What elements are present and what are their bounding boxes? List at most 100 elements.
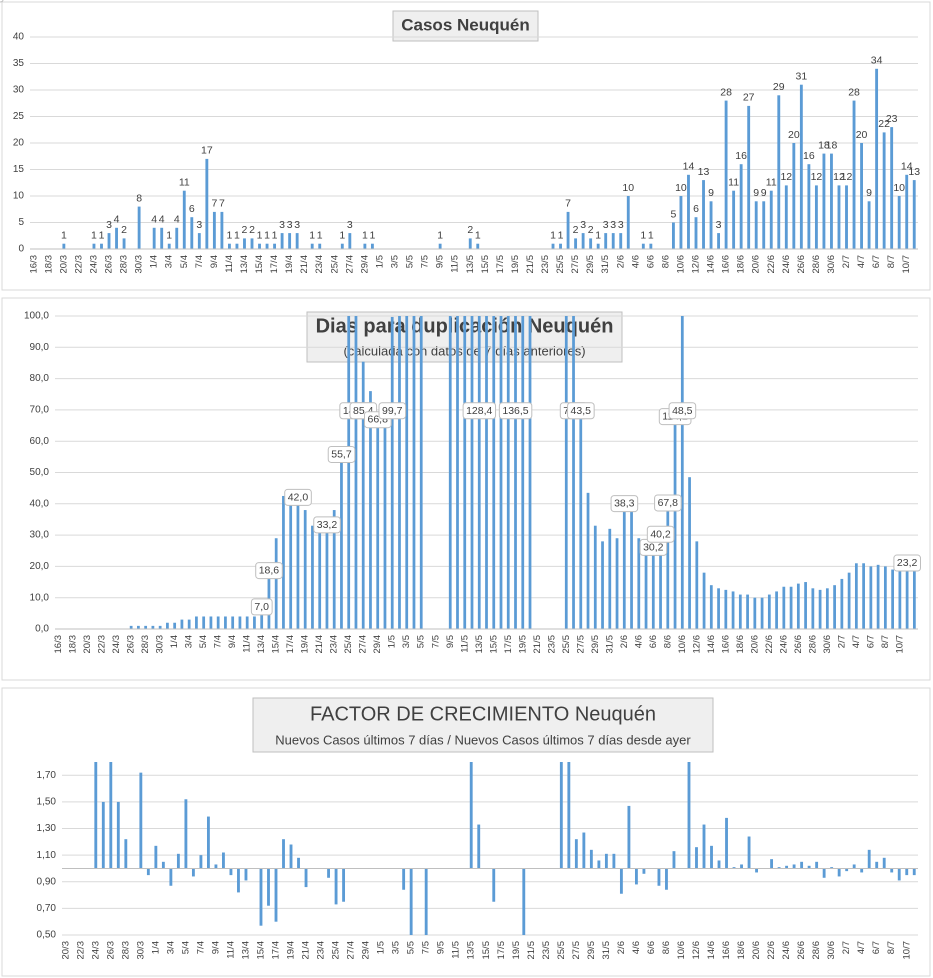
x-tick-label: 27/4 (344, 255, 355, 274)
bar (596, 243, 600, 249)
bar (622, 503, 626, 629)
bar (559, 762, 563, 869)
bar (589, 238, 593, 249)
bar (637, 538, 641, 629)
bar (604, 853, 608, 869)
y-tick-label: 100,0 (24, 311, 49, 322)
bar (852, 864, 856, 869)
bar (274, 868, 278, 922)
y-tick-label: 50,0 (30, 467, 50, 478)
data-label: 6 (189, 203, 195, 215)
bar (875, 68, 879, 249)
x-tick-label: 22/6 (766, 941, 777, 960)
data-label: 9 (866, 187, 872, 199)
data-label: 33,2 (317, 519, 338, 531)
x-tick-label: 29/5 (586, 941, 597, 960)
x-tick-label: 30/6 (822, 635, 833, 654)
bar (688, 477, 691, 629)
data-label: 28 (848, 86, 860, 98)
bar (318, 528, 322, 629)
bar (376, 419, 380, 629)
bar (593, 525, 597, 629)
bar (158, 625, 162, 629)
bar (867, 201, 871, 249)
data-label: 67,8 (658, 497, 679, 509)
x-tick-label: 29/4 (361, 941, 372, 960)
y-tick-label: 1,50 (37, 797, 57, 808)
bar (559, 243, 562, 249)
x-tick-label: 9/4 (209, 255, 220, 268)
bar (762, 201, 766, 249)
bar (224, 616, 227, 629)
x-tick-label: 20/6 (751, 255, 762, 274)
bar (615, 538, 619, 629)
x-tick-label: 24/3 (88, 255, 99, 274)
x-tick-label: 7/5 (430, 635, 441, 648)
x-tick-label: 15/5 (480, 255, 491, 274)
bar (695, 541, 699, 629)
bar (747, 836, 751, 869)
x-tick-label: 12/6 (691, 941, 702, 960)
x-tick-label: 24/6 (781, 255, 792, 274)
data-label-box (646, 525, 675, 543)
x-tick-label: 10/7 (901, 941, 912, 960)
x-tick-label: 26/3 (104, 255, 115, 274)
x-tick-label: 30/3 (135, 941, 146, 960)
x-tick-label: 17/5 (496, 941, 507, 960)
bar (295, 233, 299, 249)
bar (129, 625, 133, 629)
bar (160, 227, 164, 249)
bar (325, 525, 329, 629)
bar (732, 867, 736, 869)
bar (775, 591, 778, 629)
data-label: 99,7 (382, 405, 403, 417)
bar (702, 824, 706, 869)
x-tick-label: 23/4 (316, 941, 327, 960)
x-tick-label: 31/5 (600, 255, 611, 274)
bar (567, 762, 571, 869)
bar (154, 845, 158, 869)
bar (792, 864, 796, 869)
bar (619, 868, 623, 894)
x-tick-label: 21/4 (314, 635, 325, 654)
data-label: 11 (179, 176, 190, 188)
data-label: 8 (136, 192, 142, 204)
data-label: 30,2 (643, 541, 664, 553)
bar (702, 572, 706, 629)
bar (390, 316, 394, 629)
bar (398, 316, 401, 629)
data-label: 16 (735, 150, 747, 162)
bar (506, 316, 510, 629)
x-tick-label: 10/7 (894, 635, 905, 654)
panel (1, 687, 931, 977)
bar (342, 868, 346, 902)
data-label: 1 (166, 229, 172, 241)
x-tick-label: 13/5 (465, 255, 476, 274)
bar (243, 238, 246, 249)
bar (280, 233, 284, 249)
y-tick-label: 30 (13, 85, 25, 96)
data-label: 1 (475, 229, 481, 241)
bar (334, 868, 338, 905)
bar (514, 316, 517, 629)
bar (267, 868, 270, 906)
bar (611, 233, 615, 249)
x-tick-label: 14/6 (706, 635, 717, 654)
x-tick-label: 16/3 (28, 255, 39, 274)
x-tick-label: 7/4 (195, 941, 206, 954)
bar (738, 594, 742, 629)
bar (796, 583, 800, 629)
y-tick-label: 0,90 (37, 876, 57, 887)
bar (265, 243, 269, 249)
data-label: 1 (309, 229, 315, 241)
bar (245, 616, 249, 629)
data-label: 3 (196, 219, 202, 231)
data-label: 3 (603, 219, 609, 231)
x-tick-label: 6/6 (648, 635, 659, 648)
x-tick-label: 1/5 (387, 635, 398, 648)
x-tick-label: 26/3 (126, 635, 137, 654)
bar (649, 243, 653, 249)
chart-title: FACTOR DE CRECIMIENTO Neuquén (310, 703, 656, 725)
bar (476, 243, 480, 249)
